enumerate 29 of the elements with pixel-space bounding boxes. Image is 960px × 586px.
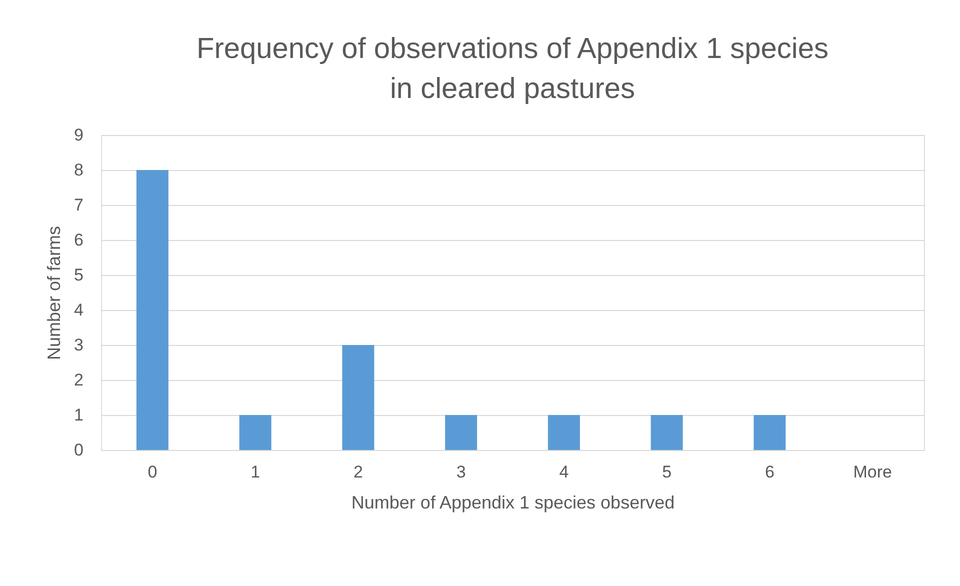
bar bbox=[342, 345, 374, 450]
bar bbox=[445, 415, 478, 450]
y-tick-label: 2 bbox=[74, 370, 84, 390]
x-tick-label: More bbox=[853, 462, 892, 482]
x-tick-label: 6 bbox=[764, 462, 774, 482]
y-tick-label: 1 bbox=[74, 406, 84, 424]
y-axis-title: Number of farms bbox=[44, 226, 64, 360]
x-tick-label: 2 bbox=[353, 462, 363, 482]
y-tick-label: 3 bbox=[74, 336, 84, 354]
x-tick-label: 4 bbox=[559, 462, 569, 482]
x-tick-label: 5 bbox=[662, 462, 672, 482]
x-tick-label: 0 bbox=[148, 462, 158, 482]
y-tick-label: 6 bbox=[74, 230, 84, 250]
y-tick-label: 8 bbox=[74, 160, 84, 180]
text: in cleared pastures bbox=[390, 73, 636, 105]
bar bbox=[239, 415, 272, 450]
text: Frequency of observations of Appendix 1 species bbox=[196, 33, 828, 65]
y-tick-label: 0 bbox=[74, 440, 84, 460]
bar bbox=[754, 415, 786, 450]
y-tick-label: 5 bbox=[74, 266, 84, 284]
x-tick-label: 3 bbox=[456, 462, 466, 482]
y-tick-label: 9 bbox=[74, 126, 84, 144]
x-axis-title: Number of Appendix 1 species observed bbox=[351, 492, 675, 512]
bar bbox=[136, 170, 168, 450]
bar bbox=[650, 415, 683, 450]
y-tick-label: 7 bbox=[74, 196, 84, 214]
bar bbox=[548, 415, 580, 450]
x-tick-label: 1 bbox=[250, 462, 260, 482]
y-tick-label: 4 bbox=[74, 300, 84, 320]
